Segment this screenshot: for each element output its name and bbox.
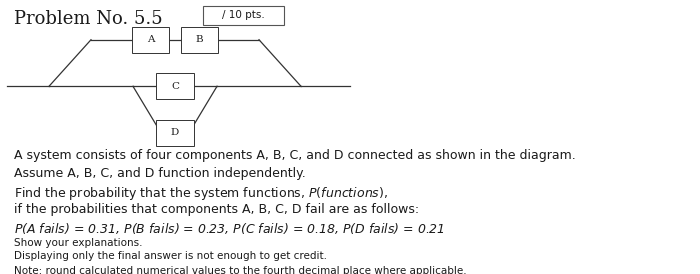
Text: if the probabilities that components A, B, C, D fail are as follows:: if the probabilities that components A, …	[14, 203, 419, 216]
Text: D: D	[171, 129, 179, 137]
FancyBboxPatch shape	[181, 27, 218, 53]
Text: B: B	[196, 35, 203, 44]
FancyBboxPatch shape	[156, 73, 194, 99]
Text: A: A	[147, 35, 154, 44]
Text: $P$($A$ $\it{fails}$) = 0.31, $P$($B$ $\it{fails}$) = 0.23, $P$($C$ $\it{fails}$: $P$($A$ $\it{fails}$) = 0.31, $P$($B$ $\…	[14, 221, 444, 236]
Text: Show your explanations.: Show your explanations.	[14, 238, 143, 248]
Text: Assume A, B, C, and D function independently.: Assume A, B, C, and D function independe…	[14, 167, 306, 180]
Text: Find the probability that the system functions, $P$($\it{functions}$),: Find the probability that the system fun…	[14, 185, 388, 202]
Text: Problem No. 5.5: Problem No. 5.5	[14, 10, 162, 28]
Text: C: C	[171, 82, 179, 91]
FancyBboxPatch shape	[132, 27, 169, 53]
Text: A system consists of four components A, B, C, and D connected as shown in the di: A system consists of four components A, …	[14, 149, 575, 162]
Text: Displaying only the final answer is not enough to get credit.: Displaying only the final answer is not …	[14, 251, 327, 261]
Text: / 10 pts.: / 10 pts.	[222, 10, 265, 20]
FancyBboxPatch shape	[203, 6, 284, 25]
FancyBboxPatch shape	[156, 120, 194, 146]
Text: Note: round calculated numerical values to the fourth decimal place where applic: Note: round calculated numerical values …	[14, 266, 467, 274]
